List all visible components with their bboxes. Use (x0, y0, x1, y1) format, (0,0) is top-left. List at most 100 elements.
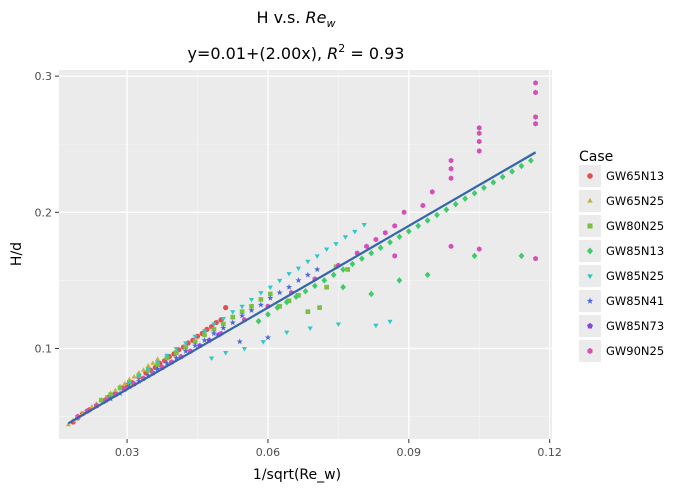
data-point (223, 305, 229, 311)
data-point (248, 297, 255, 303)
data-point (265, 311, 271, 318)
data-point (209, 356, 215, 361)
data-point (258, 291, 264, 296)
data-point (345, 267, 351, 272)
data-point (255, 317, 262, 325)
data-point (241, 346, 248, 352)
data-point (103, 394, 109, 399)
legend-label: GW65N13 (606, 169, 664, 183)
data-point (448, 157, 454, 164)
data-point (314, 266, 321, 273)
data-point (448, 243, 454, 250)
data-point (533, 255, 538, 262)
data-point (126, 381, 133, 386)
data-point (154, 365, 161, 372)
data-point (145, 363, 151, 368)
data-point (518, 162, 525, 170)
data-point (358, 255, 365, 262)
legend-label: GW85N73 (606, 319, 664, 333)
chart-title: H v.s. Rew (257, 8, 336, 30)
data-point (304, 271, 311, 278)
data-point (476, 148, 482, 154)
data-point (364, 243, 369, 250)
data-point (499, 173, 506, 181)
data-point (277, 278, 283, 284)
fit-line (67, 151, 537, 425)
x-tick-label: 0.09 (397, 446, 422, 459)
data-point (126, 376, 133, 382)
data-point (361, 223, 367, 228)
data-point (155, 360, 161, 366)
y-tick-label: 0.2 (35, 206, 53, 219)
legend-marker (587, 197, 593, 203)
data-point (452, 200, 459, 208)
data-point (424, 217, 431, 224)
data-point (429, 189, 435, 195)
data-point (305, 309, 311, 315)
data-point (220, 321, 226, 327)
data-point (283, 298, 290, 306)
data-point (342, 235, 348, 240)
data-point (295, 277, 302, 283)
data-point (305, 259, 311, 265)
legend-marker (587, 322, 593, 329)
data-point (528, 157, 534, 164)
data-point (183, 344, 189, 350)
data-point (258, 297, 264, 302)
data-point (476, 130, 482, 137)
legend-label: GW65N25 (606, 194, 664, 208)
data-point (392, 253, 398, 259)
x-tick-label: 0.03 (115, 446, 140, 459)
data-point (163, 360, 171, 367)
data-point (260, 340, 266, 345)
y-tick-label: 0.3 (35, 70, 53, 83)
data-point (340, 266, 346, 273)
data-point (368, 290, 375, 298)
data-point (150, 360, 156, 365)
data-point (286, 272, 292, 277)
legend-item: GW85N73 (579, 315, 664, 337)
data-point (396, 277, 403, 284)
data-point (405, 228, 412, 235)
data-point (267, 285, 273, 291)
data-point (533, 80, 538, 86)
data-point (533, 89, 538, 96)
data-point (248, 307, 255, 313)
data-point (131, 374, 137, 379)
data-point (202, 332, 207, 338)
data-point (229, 319, 236, 326)
data-point (126, 383, 133, 390)
legend: Case GW65N13 GW65N25 GW80N25 GW85N13 GW85N25… (579, 149, 664, 362)
data-point (443, 206, 450, 213)
data-point (112, 387, 118, 393)
data-point (295, 266, 302, 272)
data-point (230, 310, 236, 315)
data-point (117, 385, 123, 391)
data-point (324, 284, 329, 290)
data-point (340, 283, 346, 291)
data-point (518, 252, 525, 260)
chart-subtitle: y=0.01+(2.00x), R2 = 0.93 (188, 42, 405, 63)
data-point (312, 282, 318, 290)
data-point (285, 283, 293, 290)
data-point (211, 327, 217, 332)
data-point (476, 125, 482, 131)
data-point (267, 291, 273, 297)
legend-label: GW85N13 (606, 244, 664, 258)
data-point (317, 305, 322, 310)
data-point (392, 223, 398, 229)
data-point (155, 356, 161, 361)
data-point (462, 195, 468, 202)
data-point (448, 165, 454, 172)
x-tick-label: 0.06 (256, 446, 281, 459)
legend-marker (587, 348, 593, 354)
legend-item: GW65N25 (579, 190, 664, 212)
data-point (471, 189, 478, 197)
data-point (349, 260, 356, 268)
data-point (276, 289, 283, 296)
data-point (182, 347, 189, 354)
data-point (352, 229, 358, 235)
data-point (434, 211, 440, 219)
data-point (267, 294, 274, 301)
data-point (136, 374, 142, 379)
